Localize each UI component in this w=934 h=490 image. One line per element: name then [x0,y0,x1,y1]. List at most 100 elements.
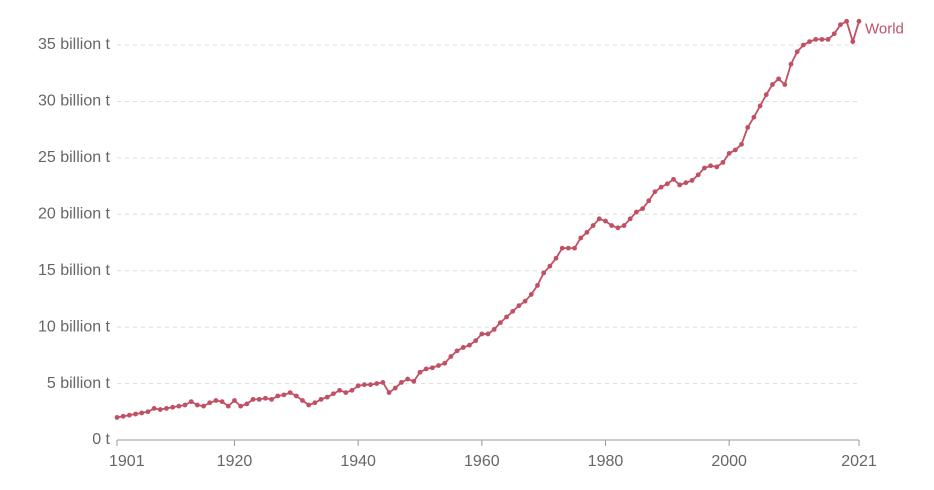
point [745,124,751,130]
point [207,400,213,406]
point [411,378,417,384]
point [763,92,769,98]
point [535,282,540,288]
point [584,229,590,235]
point [819,36,825,42]
y-tick-label: 25 billion t [38,149,111,166]
point [751,114,757,120]
point [565,245,571,251]
point [732,147,738,153]
point [714,164,720,170]
point [671,176,676,182]
point [813,36,819,42]
point [491,327,497,332]
point [436,363,441,368]
point [287,390,293,396]
point [182,402,188,408]
x-tick-label: 2000 [711,453,747,470]
point [126,412,132,418]
point [423,366,429,372]
point [646,198,652,204]
point [782,82,788,87]
y-tick-label: 5 billion t [47,375,111,392]
y-tick-label: 35 billion t [38,36,111,53]
point [510,308,516,314]
point [664,181,670,187]
x-tick-label: 1940 [340,453,376,470]
point [176,403,182,409]
x-tick-label: 1901 [109,453,145,470]
point [504,314,509,320]
x-tick-label: 1960 [464,453,500,470]
point [695,172,701,178]
point [634,209,639,215]
point [776,76,782,82]
point [578,235,584,241]
point [293,393,299,399]
point [596,216,602,222]
y-tick-label: 10 billion t [38,318,111,335]
point [157,407,163,412]
point [306,402,312,408]
point [856,18,862,24]
point [652,189,658,195]
point [807,39,812,45]
point [219,399,225,405]
point [528,292,534,297]
series-label: World [865,20,904,37]
point [250,396,256,402]
point [164,406,169,411]
point [757,103,763,109]
point [380,380,386,385]
y-tick-label: 15 billion t [38,262,111,279]
point [720,159,726,165]
point [460,345,466,350]
point [590,223,596,228]
point [405,376,411,382]
point [831,31,837,37]
point [349,387,355,393]
point [188,399,194,405]
point [689,178,695,183]
point [442,360,448,366]
point [312,400,318,406]
point [788,61,794,67]
point [473,338,479,344]
point [194,402,200,408]
point [609,223,615,228]
point [244,401,250,407]
point [541,270,547,276]
point [553,255,559,261]
point [139,410,145,416]
point [838,22,843,28]
point [479,331,485,337]
point [497,320,503,326]
point [621,223,627,228]
point [708,163,713,169]
point [232,398,237,403]
point [726,150,732,156]
point [825,36,831,42]
line [116,19,860,419]
point [324,394,330,400]
point [170,404,176,410]
point [145,409,151,415]
point [485,331,491,337]
point [640,206,645,212]
point [794,49,800,55]
point [355,383,361,389]
point [225,403,231,409]
point [627,216,633,222]
point [770,82,775,87]
point [151,406,157,411]
point [615,225,621,231]
point [448,354,454,359]
point [269,396,274,402]
y-tick-label: 20 billion t [38,206,111,223]
point [368,382,373,388]
point [263,395,268,401]
point [467,342,472,348]
point [850,39,856,45]
point [114,415,120,420]
